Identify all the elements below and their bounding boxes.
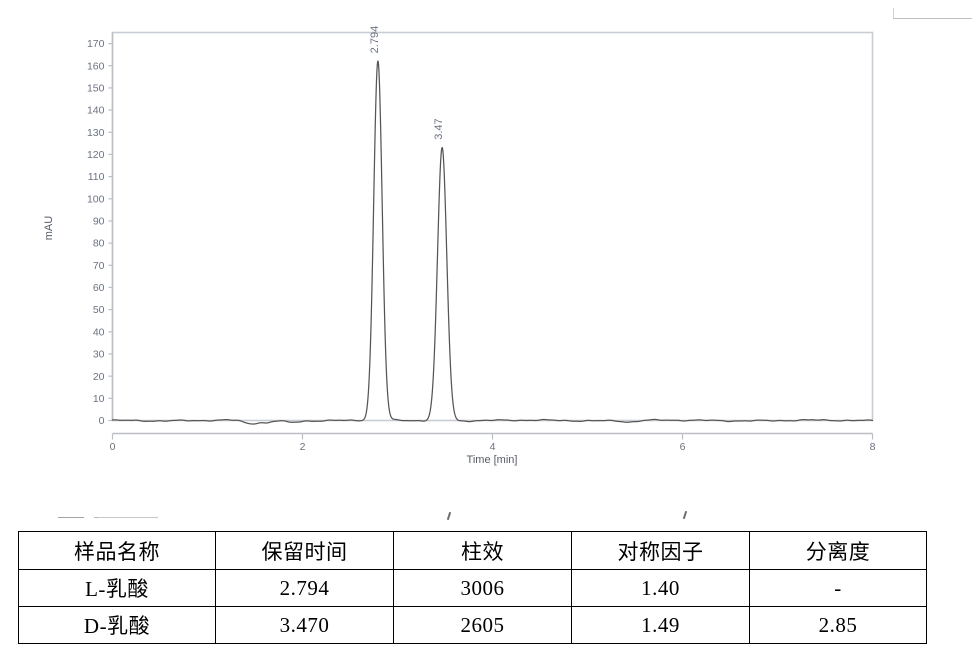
- sample-name-cell: D-乳酸: [18, 606, 216, 644]
- x-tick-label: 2: [300, 441, 306, 453]
- results-table-container: 样品名称 保留时间 柱效 对称因子 分离度 L-乳酸 2.794 3006 1.40- D-乳酸 3…: [18, 531, 927, 644]
- y-tick-label: 80: [93, 238, 105, 250]
- plot-area-border: [111, 31, 874, 422]
- scan-artifact-top-right: [893, 8, 972, 19]
- table-cell: 2605: [393, 606, 572, 644]
- y-tick-label: 90: [93, 216, 105, 228]
- x-axis: 0 2 4 6 8 Time [min]: [110, 432, 876, 466]
- results-table: 样品名称 保留时间 柱效 对称因子 分离度 L-乳酸 2.794 3006 1.40- D-乳酸 3…: [18, 531, 927, 644]
- x-tick-label: 6: [680, 441, 686, 453]
- table-cell: 1.49: [571, 606, 750, 644]
- y-axis-title: mAU: [43, 216, 55, 241]
- y-tick-label: 30: [93, 349, 105, 361]
- table-column-header: 保留时间: [215, 531, 394, 570]
- peak-annotations: 2.794 3.47: [369, 26, 445, 140]
- peak-retention-time-label: 3.47: [433, 118, 445, 139]
- table-column-header: 对称因子: [571, 531, 750, 570]
- table-cell: 2.794: [215, 569, 394, 607]
- table-column-header: 分离度: [749, 531, 927, 570]
- y-tick-label: 20: [93, 371, 105, 383]
- x-tick-label: 0: [110, 441, 116, 453]
- table-cell: -: [749, 569, 927, 607]
- y-tick-label: 60: [93, 282, 105, 294]
- y-tick-label: 70: [93, 260, 105, 272]
- scan-artifact-caption-fragment: [58, 514, 158, 521]
- y-tick-label: 50: [93, 304, 105, 316]
- table-header-row: 样品名称 保留时间 柱效 对称因子 分离度: [18, 531, 927, 570]
- y-tick-label: 100: [87, 193, 105, 205]
- table-cell: 1.40: [571, 569, 750, 607]
- scan-artifact-mark-1: [446, 511, 452, 521]
- x-tick-label: 8: [870, 441, 876, 453]
- x-tick-label: 4: [490, 441, 496, 453]
- y-tick-label: 150: [87, 83, 105, 95]
- y-tick-label: 170: [87, 38, 105, 50]
- table-cell: 3006: [393, 569, 572, 607]
- table-cell: 2.85: [749, 606, 927, 644]
- y-tick-label: 0: [99, 415, 105, 427]
- y-tick-label: 40: [93, 326, 105, 338]
- y-tick-label: 120: [87, 149, 105, 161]
- table-row: L-乳酸 2.794 3006 1.40-: [18, 569, 927, 607]
- y-tick-label: 160: [87, 60, 105, 72]
- table-column-header: 样品名称: [18, 531, 216, 570]
- x-axis-ticks: 0 2 4 6 8: [110, 433, 876, 453]
- y-axis-ticks: 0 10 20 30 40 50 60 70 80 90 100 110 120 130 140 150 160…: [87, 38, 113, 427]
- x-axis-title: Time [min]: [467, 454, 518, 466]
- y-axis: 0 10 20 30 40 50 60 70 80 90 100 110 120 130 140 150 160…: [43, 32, 114, 427]
- y-tick-label: 140: [87, 105, 105, 117]
- uv-trace-line: [111, 60, 874, 425]
- y-tick-label: 130: [87, 127, 105, 139]
- table-row: D-乳酸 3.470 2605 1.49 2.85: [18, 606, 927, 644]
- sample-name-cell: L-乳酸: [18, 569, 216, 607]
- table-cell: 3.470: [215, 606, 394, 644]
- chromatogram-figure: 0 10 20 30 40 50 60 70 80 90 100 110 120 130 140 150 160…: [43, 26, 876, 466]
- y-tick-label: 110: [88, 171, 105, 183]
- scan-artifact-mark-2: [682, 510, 688, 520]
- chromatogram-plot: 0102030405060708090100110120130140150160…: [43, 26, 876, 466]
- table-column-header: 柱效: [393, 531, 572, 570]
- y-tick-label: 10: [93, 393, 105, 405]
- peak-retention-time-label: 2.794: [369, 26, 381, 54]
